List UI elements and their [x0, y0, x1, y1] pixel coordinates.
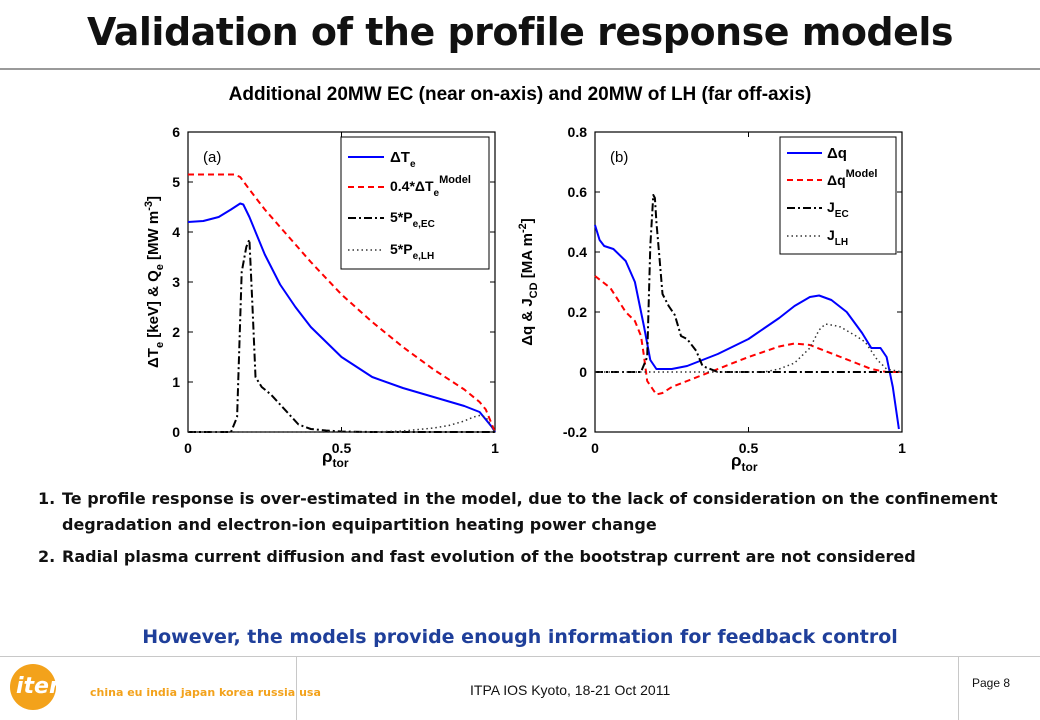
y-tick-label: 0.8: [568, 124, 588, 140]
x-axis-ticks-a: 0 0.5 1: [184, 132, 499, 456]
series-line-a-2: [188, 173, 496, 433]
conclusion-text: However, the models provide enough infor…: [142, 626, 898, 648]
panel-label-a: (a): [203, 149, 221, 166]
y-tick-label: 3: [172, 274, 180, 290]
logo-wordmark: iter: [16, 674, 60, 699]
legend-frame-a: [340, 136, 490, 270]
series-line-b-1: [594, 224, 900, 430]
y-tick-label: 2: [172, 324, 180, 340]
y-tick-label: 0.6: [568, 184, 588, 200]
series-line-a-3: [188, 238, 495, 433]
y-axis-label-a: ΔTe [keV] & Qe [MW m-3]: [143, 196, 166, 368]
legend-b: Δq ΔqModel JEC JLH: [779, 136, 897, 255]
series-line-b-2: [594, 275, 902, 396]
slide-title: Validation of the profile response model…: [86, 10, 954, 54]
bullet-number: 1.: [38, 489, 56, 508]
x-axis-ticks-b: 0 0.5 1: [591, 132, 906, 456]
series-group-b: [594, 194, 903, 430]
legend-label-dte: ΔTe: [390, 149, 416, 170]
bullet-number: 2.: [38, 547, 56, 566]
y-tick-label: -0.2: [563, 424, 587, 440]
iter-logo: iter china eu india japan korea russia u…: [10, 664, 321, 712]
y-tick-label: 6: [172, 124, 180, 140]
logo-circle-icon: [10, 664, 56, 710]
series-line-b-4: [595, 323, 903, 373]
page-number: Page 8: [972, 676, 1011, 690]
y-tick-label: 5: [172, 174, 180, 190]
logo-tagline: china eu india japan korea russia usa: [90, 686, 321, 699]
y-axis-ticks-b: -0.2 0 0.2 0.4 0.6 0.8: [563, 124, 902, 440]
slide-subtitle: Additional 20MW EC (near on-axis) and 20…: [228, 84, 812, 105]
bullet-item-1: 1. Te profile response is over-estimated…: [38, 486, 1028, 538]
legend-a: ΔTe 0.4*ΔTeModel 5*Pe,EC 5*Pe,LH: [340, 136, 490, 270]
x-tick-label: 1: [491, 440, 499, 456]
y-tick-label: 0: [172, 424, 180, 440]
y-tick-label: 1: [172, 374, 180, 390]
y-axis-label-b: Δq & JCD [MA m-2]: [517, 218, 540, 346]
chart-panel-b: -0.200.20.40.60.8 0 0.5 1 (b) Δq ΔqModel J…: [517, 124, 906, 474]
footer-divider: [0, 656, 1040, 657]
y-tick-label: 0: [579, 364, 587, 380]
x-tick-label: 0.5: [739, 440, 759, 456]
y-tick-label: 0.2: [568, 304, 588, 320]
panel-label-b: (b): [610, 149, 628, 166]
x-tick-label: 0: [591, 440, 599, 456]
footer-event-text: ITPA IOS Kyoto, 18-21 Oct 2011: [470, 682, 671, 698]
x-tick-label: 1: [898, 440, 906, 456]
series-line-b-3: [595, 194, 902, 373]
y-tick-label: 0.4: [568, 244, 588, 260]
title-divider: [0, 68, 1040, 70]
footer-separator-right: [958, 656, 959, 720]
footer-separator-left: [296, 656, 297, 720]
y-tick-label: 4: [172, 224, 180, 240]
legend-label-dq: Δq: [827, 145, 847, 162]
series-group-a: [187, 173, 496, 433]
bullet-item-2: 2. Radial plasma current diffusion and f…: [38, 544, 1028, 570]
x-tick-label: 0.5: [332, 440, 352, 456]
series-line-a-1: [187, 202, 496, 433]
legend-frame-b: [779, 136, 897, 255]
y-axis-ticks-a: 0 1 2 3 4 5 6: [172, 124, 495, 440]
series-line-a-4: [188, 414, 496, 433]
bullet-list: 1. Te profile response is over-estimated…: [38, 486, 1028, 576]
bullet-text: Te profile response is over-estimated in…: [62, 489, 998, 534]
bullet-text: Radial plasma current diffusion and fast…: [62, 547, 916, 566]
x-tick-label: 0: [184, 440, 192, 456]
